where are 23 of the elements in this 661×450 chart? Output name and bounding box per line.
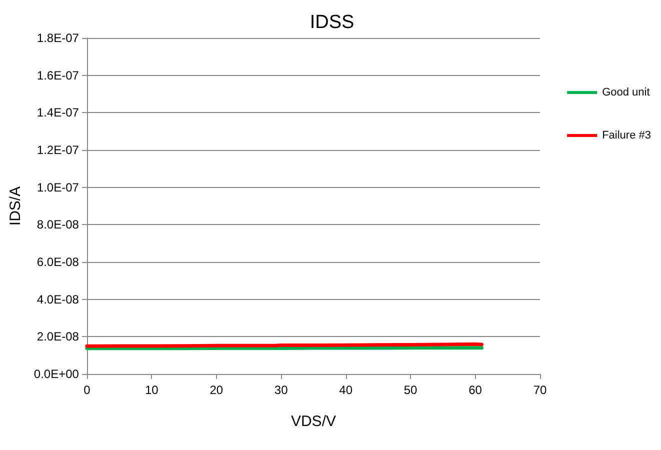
x-axis-title: VDS/V — [290, 413, 336, 430]
x-tick-label: 30 — [274, 383, 288, 397]
y-tick-label: 1.6E-07 — [36, 68, 80, 82]
y-tick-label: 8.0E-08 — [36, 218, 80, 232]
y-tick-label: 4.0E-08 — [36, 292, 80, 306]
y-tick-label: 1.2E-07 — [36, 143, 80, 157]
y-tick-label: 0.0E+00 — [34, 367, 80, 381]
y-tick-label: 1.4E-07 — [36, 106, 80, 120]
y-tick-label: 6.0E-08 — [36, 255, 80, 269]
y-tick-label: 1.0E-07 — [36, 180, 80, 194]
x-tick-label: 50 — [404, 383, 418, 397]
y-axis-title: IDS/A — [7, 186, 24, 226]
x-tick-label: 10 — [144, 383, 159, 397]
x-tick-label: 40 — [339, 383, 353, 397]
x-tick-label: 60 — [468, 383, 482, 397]
y-tick-label: 2.0E-08 — [36, 330, 80, 344]
legend-label: Failure #3 — [602, 130, 652, 142]
x-tick-label: 70 — [533, 383, 547, 397]
chart-title: IDSS — [310, 12, 354, 33]
legend-label: Good unit — [602, 86, 650, 98]
x-tick-label: 20 — [210, 383, 224, 397]
x-tick-label: 0 — [84, 383, 91, 397]
y-tick-label: 1.8E-07 — [36, 31, 80, 45]
